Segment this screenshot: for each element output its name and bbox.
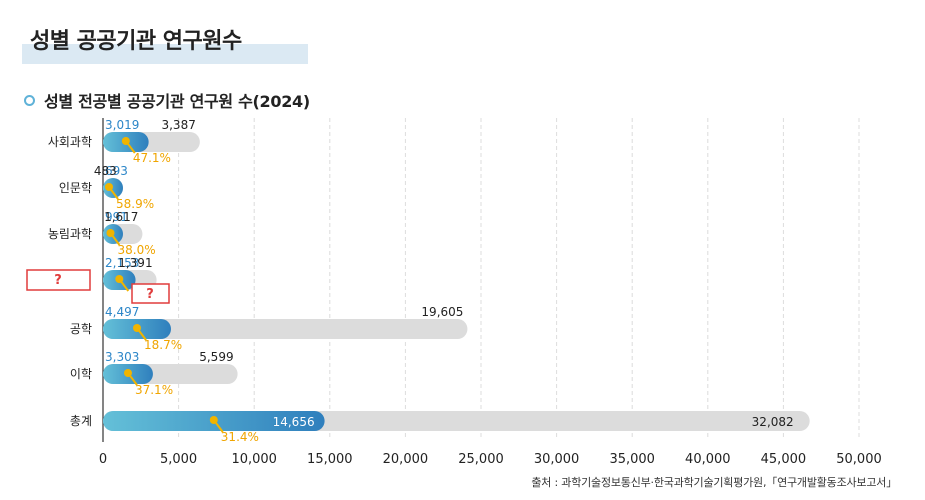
marker-pin [115,275,124,283]
value-label-series-2: 19,605 [421,305,463,319]
value-label-series-1: 3,019 [105,118,139,132]
value-label-series-1: 14,656 [273,415,315,429]
value-label-series-1: 693 [105,164,128,178]
category-label: 공학 [70,322,92,336]
value-label-series-2: 483 [94,164,117,178]
page-title: 성별 공공기관 연구원수 [30,29,242,54]
category-label: 인문학 [59,181,92,195]
unknown-category-box [26,269,91,291]
share-label: 47.1% [133,151,171,165]
x-tick-label: 30,000 [534,452,580,467]
category-label: 총계 [70,414,92,428]
share-label: 38.0% [117,243,155,257]
category-label: 농림과학 [48,227,92,241]
value-label-series-1: 991 [105,210,128,224]
title-highlight [22,44,308,64]
x-tick-label: 50,000 [836,452,882,467]
marker-pin [106,229,115,237]
share-label: 18.7% [144,338,182,352]
x-tick-label: 20,000 [383,452,429,467]
unknown-share-box [131,283,170,304]
share-label: 31.4% [221,430,259,444]
value-label-series-2: 1,617 [104,210,138,224]
share-label: 58.9% [116,197,154,211]
value-label-series-1: 4,497 [105,305,139,319]
marker-pin [132,324,141,332]
bar-layer [103,132,810,431]
bar-series-2 [103,319,468,339]
marker-pin [121,137,130,145]
marker-pin [105,183,113,191]
category-label: 이학 [70,367,92,381]
marker-pin [209,416,218,424]
value-label-series-2: 3,387 [161,118,195,132]
x-tick-label: 15,000 [307,452,353,467]
x-tick-label: 45,000 [761,452,807,467]
title-block: 성별 공공기관 연구원수 [22,24,308,64]
value-label-series-2: 1,391 [118,256,152,270]
x-tick-label: 5,000 [160,452,197,467]
subtitle-row: 성별 전공별 공공기관 연구원 수(2024) [24,88,310,112]
chart-subtitle: 성별 전공별 공공기관 연구원 수(2024) [44,92,310,111]
x-tick-label: 25,000 [458,452,504,467]
x-tick-label: 40,000 [685,452,731,467]
share-label: ? [146,287,154,302]
value-label-series-2: 32,082 [752,415,794,429]
x-tick-label: 10,000 [231,452,277,467]
value-label-series-1: 2,153 [105,256,139,270]
circle-bullet-icon [24,94,35,106]
category-label: ? [54,273,62,288]
x-tick-label: 35,000 [609,452,655,467]
category-label: 사회과학 [48,135,92,149]
grid-layer [102,118,860,442]
marker-pin [123,369,132,377]
source-note: 출처 : 과학기술정보통신부·한국과학기술기획평가원,「연구개발활동조사보고서」 [531,476,897,489]
value-label-series-1: 3,303 [105,350,139,364]
x-axis: 0 5,000 10,000 15,000 20,000 25,000 30,000 35,0… [99,452,882,467]
x-tick-label: 0 [99,452,107,467]
share-label: 37.1% [135,383,173,397]
bar-series-1 [103,178,123,198]
value-label-series-2: 5,599 [199,350,233,364]
